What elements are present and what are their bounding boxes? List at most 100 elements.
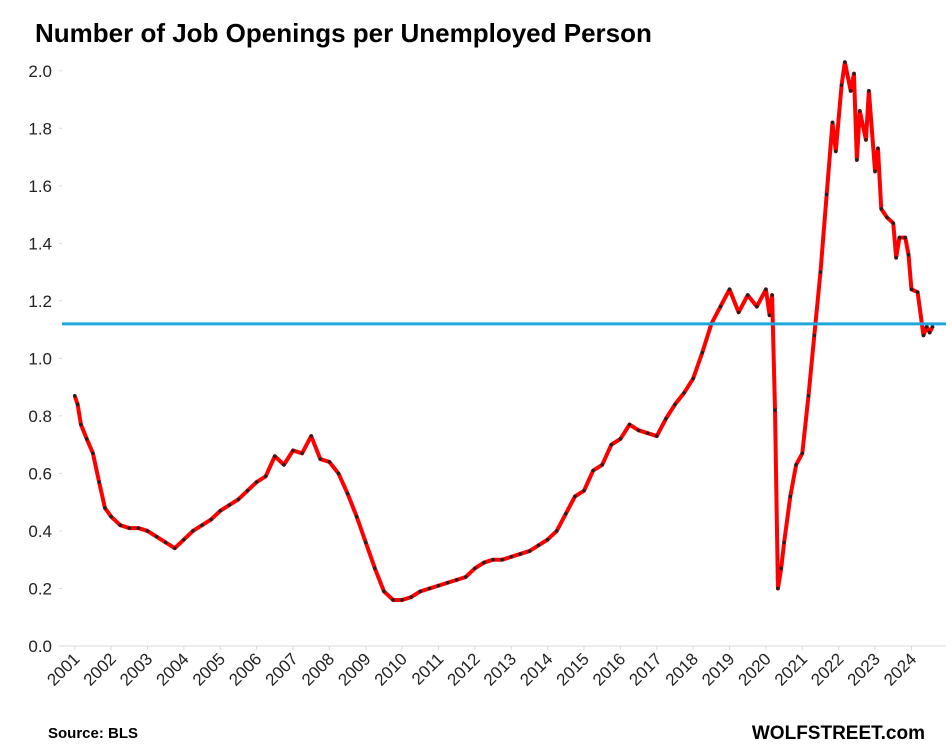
data-point [282, 463, 286, 467]
x-tick-label: 2003 [116, 649, 156, 689]
data-point [109, 514, 113, 519]
x-tick-label: 2020 [735, 649, 775, 689]
x-tick-label: 2008 [298, 649, 338, 689]
x-tick-label: 2015 [553, 649, 593, 689]
y-tick-label: 2.0 [28, 62, 52, 81]
data-point [645, 431, 650, 435]
data-point [876, 146, 880, 151]
data-point [509, 555, 514, 559]
data-point [75, 402, 80, 407]
y-tick-label: 1.8 [28, 119, 52, 138]
data-point [373, 566, 377, 571]
data-point [545, 537, 550, 542]
data-point [779, 566, 784, 571]
data-point [291, 448, 295, 453]
data-point [755, 304, 759, 309]
y-tick-label: 1.2 [28, 292, 52, 311]
data-point [400, 598, 404, 602]
data-point [727, 287, 732, 292]
data-point [273, 454, 277, 458]
data-point [830, 120, 835, 125]
data-point [391, 598, 395, 602]
data-point [818, 270, 823, 274]
data-point [97, 480, 101, 484]
data-point [664, 416, 668, 421]
data-point [327, 460, 332, 464]
data-point [382, 589, 386, 594]
data-point [794, 463, 798, 467]
data-point [782, 540, 786, 545]
y-tick-label: 0.6 [28, 464, 52, 483]
data-point [764, 287, 768, 292]
data-point [924, 324, 929, 329]
data-point [930, 324, 935, 329]
y-tick-label: 1.0 [28, 349, 52, 368]
data-point [518, 552, 523, 556]
data-point [118, 523, 123, 527]
data-point [182, 537, 186, 542]
x-tick-label: 2002 [80, 649, 120, 689]
data-point [554, 529, 559, 533]
data-point [736, 310, 741, 315]
data-point [700, 350, 705, 355]
data-point [218, 509, 223, 513]
data-point [906, 253, 911, 257]
data-point [776, 586, 780, 591]
data-point [627, 422, 632, 427]
data-point [839, 83, 844, 87]
data-point [245, 488, 250, 493]
data-point [773, 408, 777, 412]
chart-title: Number of Job Openings per Unemployed Pe… [35, 18, 652, 48]
data-point [812, 333, 817, 338]
data-point [172, 546, 177, 551]
data-point [72, 393, 77, 398]
data-point [427, 586, 432, 591]
data-point [318, 457, 323, 461]
data-line [72, 60, 935, 602]
data-point [154, 534, 159, 539]
data-point [163, 540, 168, 545]
data-point [654, 434, 659, 438]
x-tick-label: 2021 [771, 649, 811, 689]
data-point [800, 451, 805, 456]
data-point [491, 557, 495, 562]
data-point [345, 491, 350, 496]
x-tick-label: 2012 [444, 649, 484, 689]
data-point [915, 290, 920, 295]
x-tick-label: 2017 [625, 649, 665, 689]
data-point [236, 497, 241, 502]
y-tick-label: 0.4 [28, 522, 52, 541]
x-tick-label: 2019 [698, 649, 738, 689]
data-point [436, 583, 441, 588]
data-point [145, 529, 150, 533]
data-point [209, 517, 213, 522]
data-point [618, 437, 623, 441]
data-point [263, 474, 268, 479]
y-tick-label: 0.0 [28, 637, 52, 656]
x-tick-label: 2009 [334, 649, 374, 689]
data-point [191, 529, 195, 533]
data-point [864, 137, 868, 142]
data-point [894, 255, 898, 260]
y-tick-label: 0.2 [28, 579, 52, 598]
x-tick-label: 2010 [371, 649, 411, 689]
data-point [682, 391, 686, 395]
x-tick-label: 2013 [480, 649, 520, 689]
data-point [843, 60, 847, 64]
x-tick-label: 2007 [262, 649, 302, 689]
x-tick-label: 2011 [408, 649, 447, 688]
data-point [636, 428, 641, 433]
data-point [464, 575, 468, 579]
data-point [336, 471, 341, 476]
data-point [300, 451, 304, 456]
y-tick-label: 1.4 [28, 234, 52, 253]
data-point [473, 566, 477, 571]
source-note: Source: BLS [48, 725, 138, 742]
data-point [770, 293, 774, 297]
data-point [833, 149, 838, 154]
x-tick-label: 2005 [189, 649, 229, 689]
data-point [536, 543, 541, 548]
data-point [482, 560, 486, 565]
data-point [909, 287, 914, 292]
data-point [855, 158, 859, 162]
